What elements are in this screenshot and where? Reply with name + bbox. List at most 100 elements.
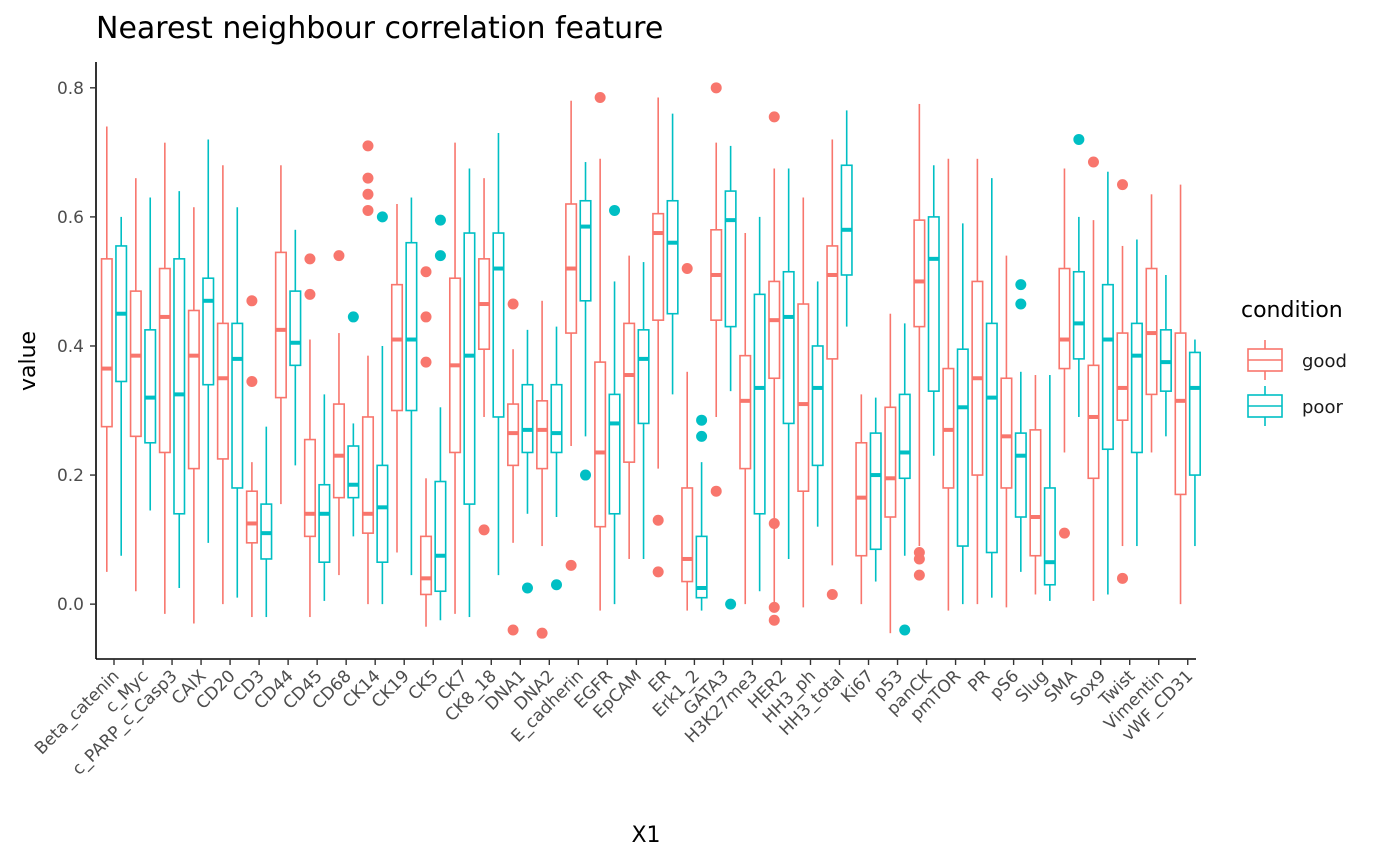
box-poor-CD68 xyxy=(347,311,360,537)
outlier-point xyxy=(826,588,838,600)
outlier-point xyxy=(521,582,533,594)
legend: condition good poor xyxy=(1241,298,1347,426)
outlier-point xyxy=(565,559,577,571)
outlier-point xyxy=(710,82,722,94)
outlier-point xyxy=(1058,527,1070,539)
box-good-DNA1 xyxy=(507,298,520,636)
box-poor-E_cadherin xyxy=(579,162,592,481)
box-iqr xyxy=(681,487,694,583)
box-poor-pS6 xyxy=(1014,279,1027,572)
box-poor-p53 xyxy=(898,323,911,636)
box-poor-c_PARP_c_Casp3 xyxy=(173,191,186,589)
legend-label: good xyxy=(1302,351,1347,372)
outlier-point xyxy=(768,601,780,613)
box-poor-EpCAM xyxy=(637,262,650,559)
box-iqr xyxy=(652,212,665,321)
box-poor-c_Myc xyxy=(144,197,157,511)
box-iqr xyxy=(289,290,302,367)
outlier-point xyxy=(362,172,374,184)
box-good-HER2 xyxy=(768,111,781,626)
plot-area xyxy=(100,82,1201,639)
outlier-point xyxy=(246,375,258,387)
outlier-point xyxy=(899,624,911,636)
box-good-HH3_ph xyxy=(797,197,810,608)
box-poor-Ki67 xyxy=(869,397,882,582)
box-iqr xyxy=(1072,270,1085,360)
box-poor-CK8_18 xyxy=(492,132,505,576)
outlier-point xyxy=(710,485,722,497)
outlier-point xyxy=(434,250,446,262)
box-iqr xyxy=(1101,283,1114,451)
box-iqr xyxy=(1188,351,1201,476)
box-good-CK7 xyxy=(448,142,462,614)
box-iqr xyxy=(463,232,476,505)
outlier-point xyxy=(594,91,606,103)
box-good-CD44 xyxy=(274,165,287,505)
box-iqr xyxy=(1043,487,1056,586)
outlier-point xyxy=(420,311,432,323)
box-poor-PR xyxy=(985,178,998,598)
box-poor-EGFR xyxy=(608,204,621,605)
y-tick-label: 0.6 xyxy=(57,208,84,228)
box-poor-CD44 xyxy=(289,229,302,466)
box-poor-CK5 xyxy=(434,214,447,621)
outlier-point xyxy=(507,298,519,310)
box-iqr xyxy=(521,383,534,454)
outlier-point xyxy=(913,553,925,565)
box-good-CK19 xyxy=(390,203,404,553)
box-good-EpCAM xyxy=(623,255,636,559)
outlier-point xyxy=(1117,572,1128,584)
box-good-CK8_18 xyxy=(478,178,491,536)
box-iqr xyxy=(898,393,911,480)
box-good-vWF_CD31 xyxy=(1174,184,1187,605)
outlier-point xyxy=(609,204,621,216)
outlier-point xyxy=(913,569,925,581)
box-poor-CD20 xyxy=(231,207,244,598)
box-iqr xyxy=(1130,322,1143,454)
box-good-c_Myc xyxy=(129,178,142,592)
box-iqr xyxy=(1014,432,1027,518)
box-iqr xyxy=(419,535,433,596)
box-good-CK14 xyxy=(361,140,375,605)
box-poor-DNA1 xyxy=(521,329,534,594)
box-iqr xyxy=(637,329,650,425)
box-good-GATA3 xyxy=(710,82,723,497)
box-poor-H3K27me3 xyxy=(753,216,766,592)
outlier-point xyxy=(420,356,432,368)
box-iqr xyxy=(231,322,244,489)
box-good-CD3 xyxy=(245,295,258,618)
box-iqr xyxy=(405,241,418,412)
box-good-CD68 xyxy=(332,250,346,576)
box-good-HH3_total xyxy=(826,139,839,600)
box-poor-HH3_ph xyxy=(811,281,824,527)
box-good-SMA xyxy=(1058,168,1071,539)
outlier-point xyxy=(768,517,780,529)
box-good-Beta_catenin xyxy=(100,126,113,572)
y-tick-label: 0.0 xyxy=(57,595,84,615)
box-iqr xyxy=(1116,332,1129,422)
box-iqr xyxy=(666,199,679,315)
outlier-point xyxy=(652,566,664,578)
box-iqr xyxy=(536,400,549,470)
box-poor-Beta_catenin xyxy=(115,216,128,556)
box-iqr xyxy=(303,438,316,538)
box-good-Vimentin xyxy=(1145,194,1158,453)
box-iqr xyxy=(782,270,795,425)
outlier-point xyxy=(347,311,359,323)
box-iqr xyxy=(826,245,839,360)
box-iqr xyxy=(753,293,766,515)
box-iqr xyxy=(434,480,447,593)
box-good-CAIX xyxy=(187,207,200,624)
box-good-p53 xyxy=(884,313,897,634)
box-iqr xyxy=(594,361,607,528)
box-poor-CAIX xyxy=(202,139,215,543)
box-good-CK5 xyxy=(419,266,433,627)
box-iqr xyxy=(724,190,737,328)
box-good-CD20 xyxy=(216,165,229,605)
box-poor-Vimentin xyxy=(1159,274,1172,437)
y-tick-label: 0.8 xyxy=(57,79,84,99)
outlier-point xyxy=(304,288,316,300)
box-iqr xyxy=(390,283,404,412)
box-iqr xyxy=(274,251,287,399)
